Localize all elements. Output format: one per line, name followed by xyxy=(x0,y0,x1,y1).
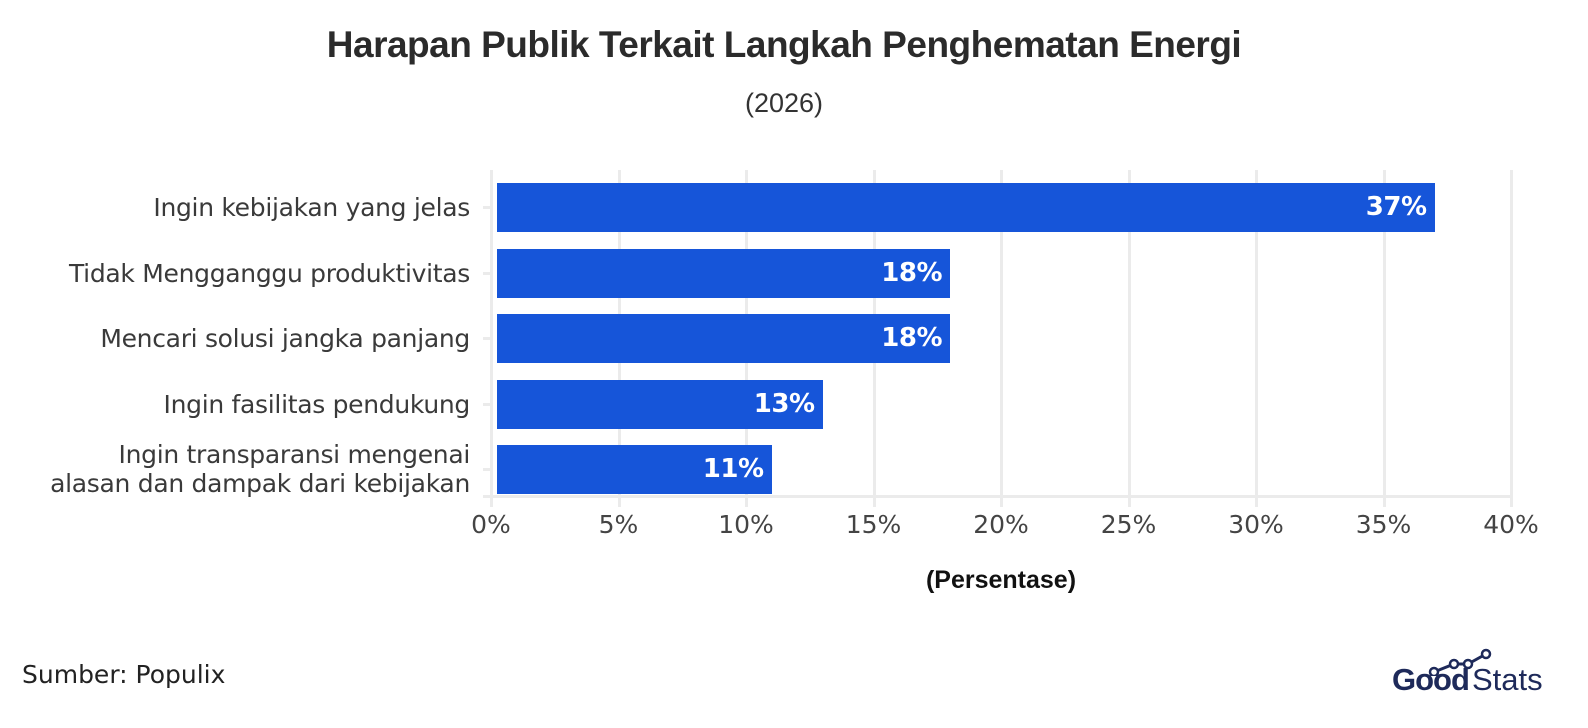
bar-value-label: 18% xyxy=(881,258,942,288)
bar-value-label: 11% xyxy=(702,454,764,484)
source-note: Sumber: Populix xyxy=(22,660,226,689)
chart-title: Harapan Publik Terkait Langkah Penghemat… xyxy=(326,24,1242,65)
x-tick-label: 0% xyxy=(471,510,511,539)
gridline xyxy=(1510,170,1513,507)
gridline xyxy=(1382,170,1386,507)
category-label-line: Ingin kebijakan yang jelas xyxy=(153,192,470,222)
bar-value-label: 37% xyxy=(1365,192,1427,222)
category-label-line: Ingin fasilitas pendukung xyxy=(163,389,471,419)
gridline xyxy=(1000,170,1003,507)
x-tick-label: 35% xyxy=(1355,510,1412,539)
chart-subtitle: (2026) xyxy=(744,88,824,118)
category-label: Tidak Mengganggu produktivitas xyxy=(0,259,470,288)
x-axis-title: (Persentase) xyxy=(925,566,1077,594)
category-label: Ingin kebijakan yang jelas xyxy=(0,193,470,222)
bar[interactable]: 11% xyxy=(497,445,772,494)
y-tick xyxy=(483,403,493,406)
x-tick-label: 40% xyxy=(1483,510,1539,539)
logo-text-stats: Stats xyxy=(1472,662,1543,697)
bar[interactable]: 18% xyxy=(497,249,950,298)
x-axis-line xyxy=(483,495,1511,498)
y-tick xyxy=(483,337,493,340)
logo-text-good: Good xyxy=(1392,662,1470,697)
bar-value-label: 18% xyxy=(881,323,942,353)
goodstats-logo: Good Stats xyxy=(1392,646,1572,697)
bar[interactable]: 37% xyxy=(497,183,1435,232)
bar[interactable]: 18% xyxy=(497,314,950,363)
bar-value-label: 13% xyxy=(753,389,815,419)
category-label-line: Tidak Mengganggu produktivitas xyxy=(68,258,470,288)
trend-line-icon xyxy=(1428,648,1492,676)
x-tick-label: 30% xyxy=(1228,510,1284,539)
category-label: Ingin fasilitas pendukung xyxy=(0,389,471,419)
category-label-line: alasan dan dampak dari kebijakan xyxy=(50,469,470,498)
bar[interactable]: 13% xyxy=(497,380,823,429)
x-tick-label: 5% xyxy=(598,510,639,539)
category-label-line: Ingin transparansi mengenai xyxy=(118,440,471,469)
category-label: Mencari solusi jangka panjang xyxy=(0,324,470,353)
category-label: Ingin transparansi mengenai alasan dan da… xyxy=(0,440,470,498)
y-tick xyxy=(483,206,493,209)
x-tick-label: 15% xyxy=(845,510,902,539)
y-tick xyxy=(483,272,493,275)
x-tick-label: 25% xyxy=(1100,510,1157,539)
plot-area: 37% 18% 18% 13% 11% xyxy=(483,170,1513,507)
category-label-line: Mencari solusi jangka panjang xyxy=(100,323,470,353)
x-tick-label: 10% xyxy=(718,510,774,539)
x-tick-label: 20% xyxy=(973,510,1029,539)
y-tick xyxy=(483,468,493,471)
gridline xyxy=(1127,170,1131,507)
gridline xyxy=(1255,170,1258,507)
